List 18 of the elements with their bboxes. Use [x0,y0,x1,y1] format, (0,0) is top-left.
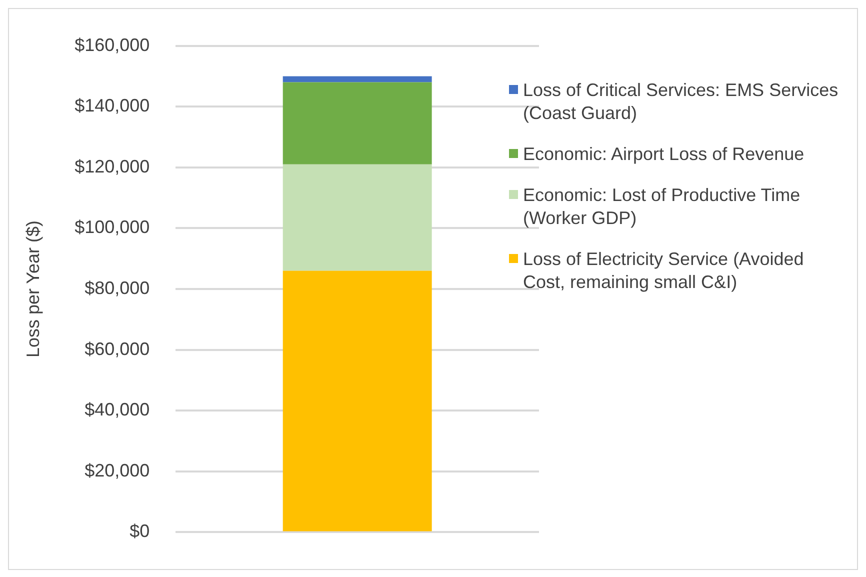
y-tick-label: $40,000 [84,400,150,420]
legend-label: Economic: Airport Loss of Revenue [523,143,804,166]
bar [282,270,432,532]
y-tick-label: $100,000 [74,217,150,238]
legend-label: Economic: Lost of Productive Time (Worker GDP) [523,184,802,230]
y-tick-label: $160,000 [74,34,150,55]
legend-label: Loss of Electricity Service (Avoided Cost, remaining small C&I) [523,248,805,294]
y-tick-label: $0 [130,521,150,542]
y-tick-label: $140,000 [74,96,150,116]
bar [282,164,432,271]
y-tick-label: $120,000 [74,156,150,176]
legend-label: Loss of Critical Services: EMS Services (Coast Guard) [523,79,840,125]
bar [282,82,432,164]
y-tick-label: $20,000 [84,460,150,480]
bar [282,76,432,82]
y-axis-title: Loss per Year ($) [22,220,43,358]
y-tick-label: $80,000 [84,278,150,298]
y-tick-label: $60,000 [84,338,150,359]
